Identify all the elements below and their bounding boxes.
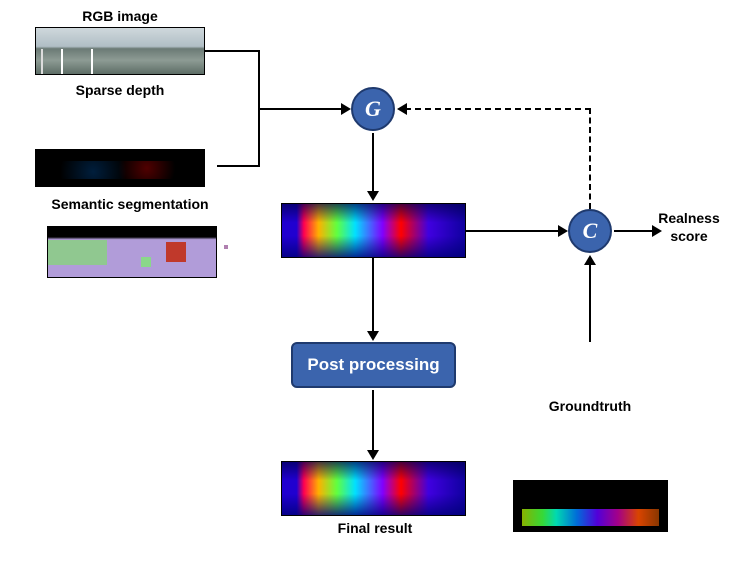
dashed-c-up xyxy=(589,108,591,209)
arrowhead-inter-right xyxy=(558,225,568,237)
generator-node: G xyxy=(351,87,395,131)
dashed-c-left xyxy=(405,108,591,110)
segmentation-image xyxy=(47,226,217,278)
postproc-node: Post processing xyxy=(291,342,456,388)
line-inter-down xyxy=(372,258,374,333)
arrowhead-gt-up xyxy=(584,255,596,265)
arrowhead-pp-down xyxy=(367,450,379,460)
line-gt-up xyxy=(589,263,591,342)
arrowhead-dashed-to-g xyxy=(397,103,407,115)
rgb-image xyxy=(35,27,205,75)
sparse-depth-label: Sparse depth xyxy=(60,82,180,98)
line-seg-out xyxy=(217,165,260,167)
postproc-text: Post processing xyxy=(307,355,439,375)
semantic-seg-label: Semantic segmentation xyxy=(30,196,230,212)
groundtruth-label: Groundtruth xyxy=(540,398,640,414)
intermediate-image xyxy=(281,203,466,258)
groundtruth-image xyxy=(513,480,668,532)
critic-text: C xyxy=(583,218,598,244)
line-inter-right xyxy=(466,230,560,232)
final-image xyxy=(281,461,466,516)
line-rgb-out xyxy=(205,50,260,52)
line-g-down xyxy=(372,133,374,193)
realness-label-1: Realness xyxy=(650,210,728,226)
rgb-label: RGB image xyxy=(60,8,180,24)
line-pp-down xyxy=(372,390,374,452)
line-to-g xyxy=(258,108,343,110)
arrowhead-inter-down xyxy=(367,331,379,341)
generator-text: G xyxy=(365,96,381,122)
sparse-depth-image xyxy=(35,149,205,187)
final-result-label: Final result xyxy=(320,520,430,536)
line-c-right xyxy=(614,230,654,232)
realness-label-2: score xyxy=(650,228,728,244)
arrowhead-g-down xyxy=(367,191,379,201)
arrowhead-to-g xyxy=(341,103,351,115)
critic-node: C xyxy=(568,209,612,253)
